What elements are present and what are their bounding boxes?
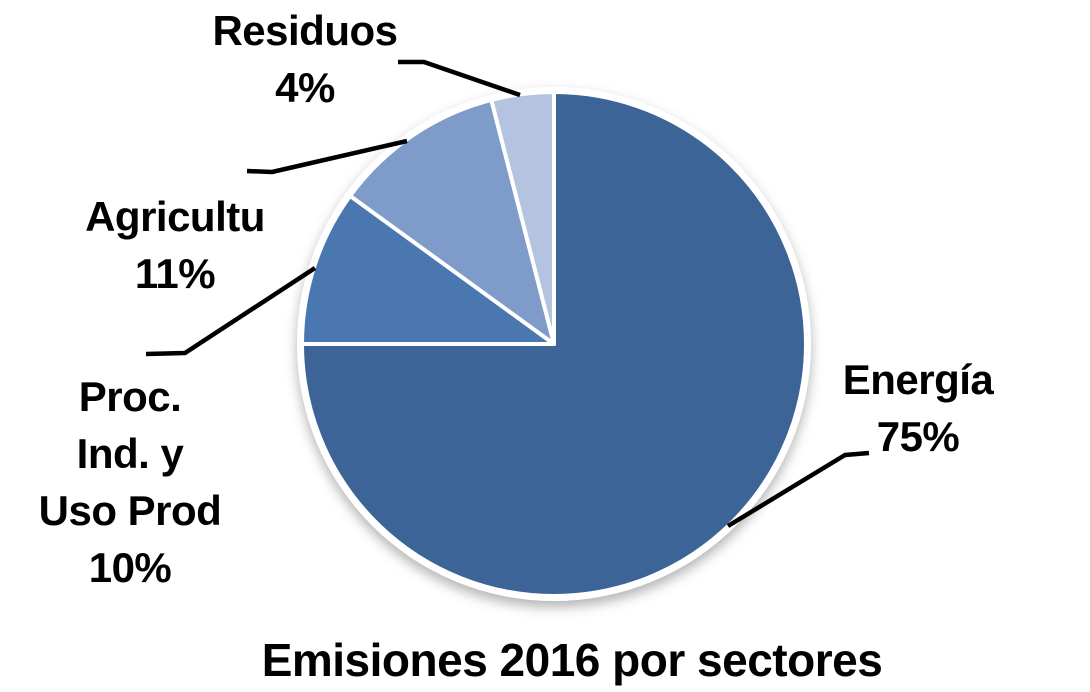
slice-label-proc-ind: Proc. Ind. y Uso Prod 10% <box>0 368 260 596</box>
slice-label-agricultu-pct: 11% <box>134 250 216 297</box>
slice-label-proc-pct: 10% <box>88 544 172 591</box>
slice-label-proc-line3: Uso Prod <box>38 487 222 534</box>
pie-slice-2 <box>348 97 556 346</box>
pie-slice-3 <box>489 90 556 346</box>
pie-slices <box>300 90 808 598</box>
slice-label-energia-pct: 75% <box>876 413 960 460</box>
slice-label-energia-name: Energía <box>842 356 994 403</box>
leader-line-0 <box>726 450 870 528</box>
chart-title: Emisiones 2016 por sectores <box>261 634 883 686</box>
slice-label-proc-line2: Ind. y <box>76 430 184 477</box>
leader-lines <box>145 59 870 528</box>
slice-label-residuos-pct: 4% <box>275 64 335 111</box>
leader-line-3 <box>398 59 521 98</box>
slice-label-agricultu-name: Agricultu <box>85 193 265 240</box>
slice-label-residuos: Residuos 4% <box>175 2 435 116</box>
slice-label-agricultu: Agricultu 11% <box>45 188 305 302</box>
leader-line-1 <box>145 266 317 357</box>
slice-label-energia: Energía 75% <box>788 351 1048 465</box>
slice-label-proc-line1: Proc. <box>78 373 182 420</box>
pie-slice-1 <box>300 193 556 346</box>
leader-line-2 <box>246 138 408 175</box>
slice-label-residuos-name: Residuos <box>212 7 398 54</box>
